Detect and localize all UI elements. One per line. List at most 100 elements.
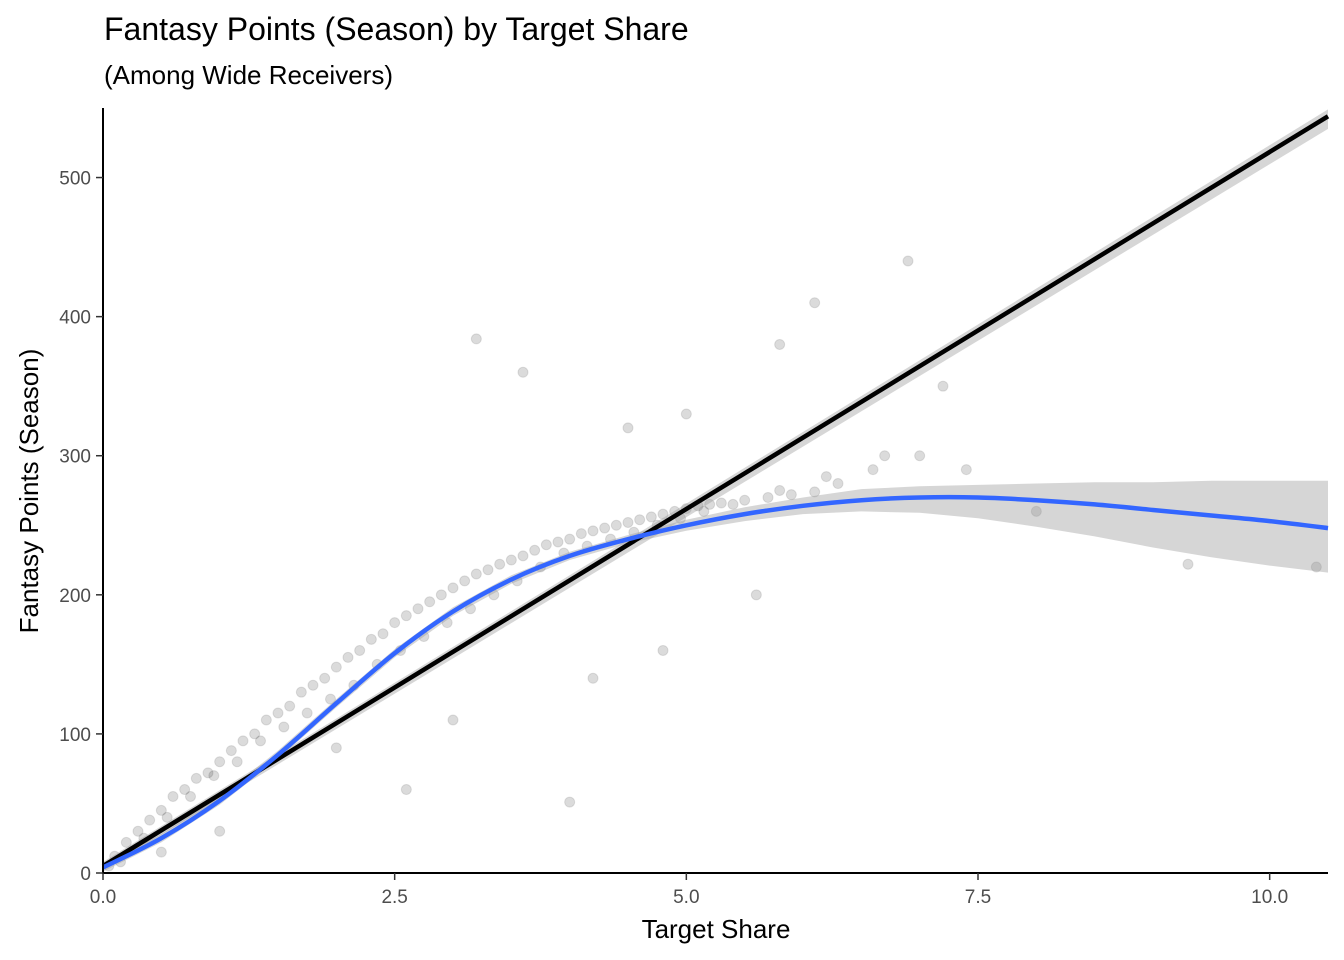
- data-point: [587, 525, 599, 537]
- data-point: [144, 814, 156, 826]
- data-point: [237, 735, 249, 747]
- data-point: [255, 735, 266, 747]
- y-ticks: 0 100 200 300 400 500: [59, 169, 103, 885]
- data-point: [1182, 558, 1194, 570]
- data-point: [447, 714, 459, 726]
- chart-title: Fantasy Points (Season) by Target Share: [104, 11, 689, 47]
- data-point: [809, 297, 821, 309]
- data-point: [470, 568, 482, 580]
- data-point: [249, 728, 261, 740]
- data-point: [470, 333, 482, 345]
- data-point: [435, 589, 447, 601]
- data-point: [960, 464, 972, 476]
- data-point: [179, 784, 191, 796]
- data-point: [330, 661, 342, 673]
- data-point: [272, 707, 284, 719]
- data-point: [459, 575, 471, 587]
- data-point: [540, 539, 552, 551]
- data-point: [704, 498, 716, 510]
- data-point: [185, 791, 196, 802]
- data-point: [575, 528, 587, 540]
- data-point: [739, 494, 751, 506]
- data-point: [750, 589, 762, 601]
- data-point: [505, 554, 517, 566]
- smooth-fit-band: [103, 480, 1328, 872]
- data-point: [610, 519, 622, 531]
- data-point: [564, 796, 576, 808]
- data-point: [517, 550, 529, 562]
- data-point: [715, 497, 727, 509]
- plot-area: [101, 109, 1330, 872]
- data-point: [330, 742, 342, 754]
- data-point: [301, 707, 313, 719]
- y-tick-label: 0: [80, 864, 91, 885]
- y-tick-label: 100: [59, 725, 91, 746]
- data-point: [447, 582, 459, 594]
- data-point: [587, 672, 599, 684]
- data-point: [202, 767, 214, 779]
- points-layer: [103, 255, 1322, 872]
- data-point: [879, 450, 891, 462]
- data-point: [482, 564, 494, 576]
- y-tick-label: 200: [59, 586, 91, 607]
- data-point: [1310, 561, 1322, 573]
- data-point: [937, 380, 949, 392]
- data-point: [914, 450, 926, 462]
- data-point: [342, 651, 354, 663]
- data-point: [155, 804, 167, 816]
- data-point: [1030, 505, 1042, 517]
- data-point: [214, 825, 226, 837]
- x-tick-label: 2.5: [381, 887, 407, 908]
- data-point: [552, 536, 564, 548]
- data-point: [774, 338, 786, 350]
- data-point: [295, 686, 307, 698]
- data-point: [424, 596, 436, 608]
- y-tick-label: 400: [59, 308, 91, 329]
- data-point: [400, 610, 412, 622]
- x-tick-label: 10.0: [1251, 887, 1288, 908]
- data-point: [190, 772, 202, 784]
- data-point: [354, 644, 366, 656]
- data-point: [365, 633, 377, 645]
- data-point: [680, 408, 692, 420]
- x-tick-label: 0.0: [90, 887, 116, 908]
- data-point: [400, 784, 412, 796]
- data-point: [517, 366, 529, 378]
- smooth-fit-line: [102, 494, 1329, 870]
- data-point: [120, 836, 132, 848]
- data-point: [278, 721, 290, 733]
- y-tick-label: 500: [59, 169, 91, 190]
- data-point: [599, 522, 611, 534]
- data-point: [389, 617, 401, 629]
- data-point: [260, 714, 272, 726]
- data-point: [231, 756, 243, 768]
- data-point: [167, 791, 179, 802]
- data-point: [132, 825, 144, 837]
- data-point: [284, 700, 296, 712]
- data-point: [155, 846, 167, 858]
- data-point: [657, 644, 669, 656]
- data-point: [465, 603, 476, 615]
- fit-lines-layer: [101, 114, 1330, 870]
- data-point: [161, 811, 173, 823]
- data-point: [225, 745, 237, 757]
- data-point: [867, 464, 879, 476]
- data-point: [377, 628, 389, 640]
- chart-subtitle: (Among Wide Receivers): [104, 60, 393, 90]
- data-point: [762, 491, 774, 503]
- data-point: [727, 498, 739, 510]
- data-point: [809, 486, 821, 498]
- data-point: [208, 770, 220, 782]
- linear-fit-line: [101, 114, 1330, 868]
- data-point: [494, 558, 506, 570]
- x-axis-title: Target Share: [642, 914, 791, 944]
- y-axis-title: Fantasy Points (Season): [14, 349, 44, 634]
- y-tick-label: 300: [59, 447, 91, 468]
- data-point: [657, 508, 669, 520]
- data-point: [832, 478, 844, 490]
- data-point: [902, 255, 914, 267]
- axes: 0.0 2.5 5.0 7.5 10.0 0 100 200 300 400 500: [59, 108, 1328, 908]
- data-point: [785, 489, 797, 501]
- data-point: [622, 422, 634, 434]
